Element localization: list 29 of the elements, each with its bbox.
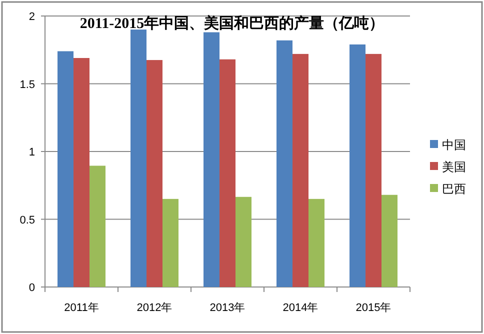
legend-label: 巴西 bbox=[442, 182, 466, 196]
bar bbox=[146, 60, 162, 287]
x-tick-label: 2012年 bbox=[136, 302, 172, 314]
y-tick-label: 0 bbox=[28, 282, 35, 294]
bar bbox=[308, 198, 324, 287]
bar bbox=[382, 194, 398, 287]
y-tick-label: 1 bbox=[28, 146, 35, 158]
bar bbox=[366, 54, 382, 287]
x-tick-label: 2014年 bbox=[282, 302, 318, 314]
chart-title: 2011-2015年中国、美国和巴西的产量（亿吨） bbox=[80, 14, 384, 32]
bar bbox=[292, 54, 308, 287]
legend-label: 中国 bbox=[442, 138, 466, 152]
x-tick-label: 2015年 bbox=[356, 302, 392, 314]
legend-label: 美国 bbox=[442, 160, 466, 174]
bar bbox=[162, 198, 178, 287]
bar bbox=[350, 44, 366, 287]
bar bbox=[236, 196, 252, 287]
bar bbox=[90, 166, 106, 287]
bar bbox=[130, 30, 146, 287]
y-tick-label: 2 bbox=[28, 11, 35, 23]
bar bbox=[74, 58, 90, 287]
bar bbox=[204, 32, 220, 287]
y-tick-label: 0.5 bbox=[20, 214, 35, 226]
x-tick-label: 2011年 bbox=[64, 302, 99, 314]
y-tick-label: 1.5 bbox=[20, 78, 35, 91]
bar bbox=[58, 51, 74, 287]
x-tick-label: 2013年 bbox=[210, 302, 246, 314]
bar bbox=[276, 40, 292, 287]
bar bbox=[220, 59, 236, 287]
